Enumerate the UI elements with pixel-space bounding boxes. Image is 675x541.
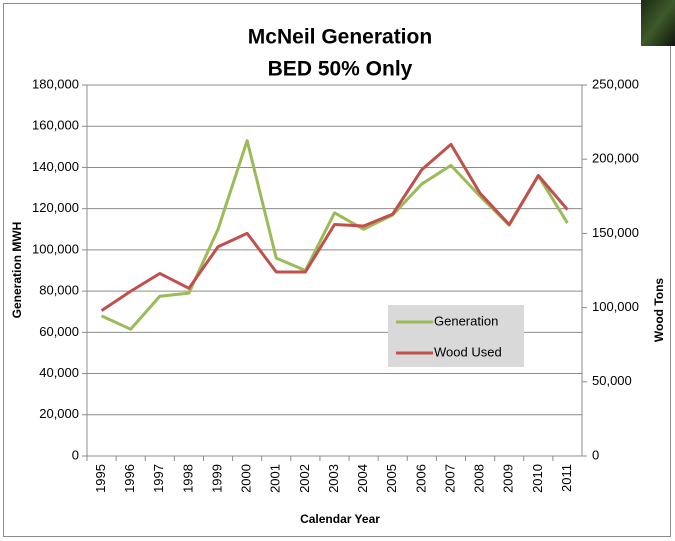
x-tick-label: 1999 (209, 464, 224, 493)
x-tick-label: 2008 (472, 464, 487, 493)
y2-tick-label: 150,000 (592, 225, 639, 240)
legend-box (388, 305, 524, 367)
y2-tick-label: 200,000 (592, 151, 639, 166)
x-axis-title: Calendar Year (300, 512, 380, 526)
y2-tick-label: 50,000 (592, 373, 632, 388)
y-axis-title: Generation MWH (10, 222, 24, 319)
legend-label: Wood Used (434, 344, 502, 359)
chart-title: McNeil Generation (248, 26, 432, 49)
series-line (100, 142, 569, 312)
x-tick-label: 2001 (268, 464, 283, 493)
x-tick-label: 2005 (384, 464, 399, 493)
x-tick-label: 2006 (413, 464, 428, 493)
corner-image (641, 0, 675, 46)
y-tick-label: 20,000 (39, 406, 79, 421)
y-tick-label: 60,000 (39, 324, 79, 339)
y-tick-label: 100,000 (32, 241, 79, 256)
x-tick-label: 1995 (93, 464, 108, 493)
x-tick-label: 2011 (559, 464, 574, 492)
legend-label: Generation (434, 313, 498, 328)
chart-title: BED 50% Only (268, 58, 413, 81)
x-tick-label: 1998 (180, 464, 195, 493)
y2-tick-label: 0 (592, 447, 599, 462)
x-tick-label: 2010 (530, 464, 545, 493)
y-tick-label: 120,000 (32, 200, 79, 215)
y-tick-label: 140,000 (32, 159, 79, 174)
y2-tick-label: 100,000 (592, 299, 639, 314)
y-tick-label: 40,000 (39, 365, 79, 380)
x-tick-label: 1997 (151, 464, 166, 493)
y-tick-label: 0 (72, 447, 79, 462)
x-tick-label: 1996 (122, 464, 137, 493)
y2-axis-title: Wood Tons (652, 278, 666, 343)
chart-frame (3, 3, 671, 537)
x-tick-label: 2003 (326, 464, 341, 493)
y-tick-label: 80,000 (39, 283, 79, 298)
x-tick-label: 2002 (297, 464, 312, 493)
y-tick-label: 160,000 (32, 118, 79, 133)
x-tick-label: 2007 (442, 464, 457, 493)
series-line (100, 139, 569, 331)
y-tick-label: 180,000 (32, 76, 79, 91)
y2-tick-label: 250,000 (592, 76, 639, 91)
x-tick-label: 2004 (355, 464, 370, 493)
x-tick-label: 2000 (239, 464, 254, 493)
x-tick-label: 2009 (501, 464, 516, 493)
